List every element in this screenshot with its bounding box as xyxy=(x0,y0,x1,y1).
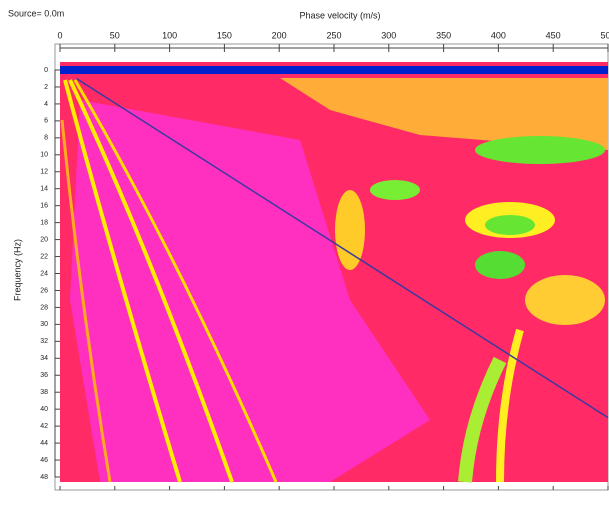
image-streak xyxy=(60,119,112,483)
y-tick-label: 40 xyxy=(40,406,48,413)
x-tick-label: 400 xyxy=(491,30,506,40)
y-tick-label: 34 xyxy=(40,355,48,362)
image-streak xyxy=(496,328,524,483)
image-streak xyxy=(458,356,507,483)
y-tick-label: 6 xyxy=(44,118,48,125)
y-tick-label: 16 xyxy=(40,203,48,210)
x-tick-label: 500 xyxy=(600,30,609,40)
y-tick-label: 48 xyxy=(40,474,48,481)
y-tick-label: 18 xyxy=(40,219,48,226)
y-tick-label: 14 xyxy=(40,186,48,193)
y-tick-label: 4 xyxy=(44,101,48,108)
image-region xyxy=(475,136,605,164)
y-tick-label: 30 xyxy=(40,321,48,328)
y-tick-label: 36 xyxy=(40,372,48,379)
y-tick-label: 10 xyxy=(40,152,48,159)
y-tick-label: 0 xyxy=(44,67,48,74)
image-band xyxy=(60,66,608,74)
y-tick-label: 46 xyxy=(40,457,48,464)
y-tick-label: 42 xyxy=(40,423,48,430)
x-tick-label: 200 xyxy=(272,30,287,40)
y-tick-label: 22 xyxy=(40,253,48,260)
y-tick-label: 24 xyxy=(40,270,48,277)
x-tick-label: 50 xyxy=(110,30,120,40)
image-region xyxy=(335,190,365,270)
image-region xyxy=(525,275,605,325)
image-region xyxy=(485,215,535,235)
x-tick-label: 0 xyxy=(57,30,62,40)
y-tick-label: 28 xyxy=(40,304,48,311)
y-axis-label: Frequency (Hz) xyxy=(12,239,22,301)
x-tick-label: 150 xyxy=(217,30,232,40)
image-region xyxy=(280,78,608,150)
x-tick-label: 300 xyxy=(381,30,396,40)
image-streak xyxy=(63,79,182,483)
image-streak xyxy=(68,79,234,483)
image-region xyxy=(475,251,525,279)
x-axis-label: Phase velocity (m/s) xyxy=(299,10,380,20)
x-tick-label: 450 xyxy=(546,30,561,40)
x-tick-label: 250 xyxy=(326,30,341,40)
y-tick-label: 2 xyxy=(44,84,48,91)
dispersion-image xyxy=(60,62,608,483)
chart-title: Source= 0.0m xyxy=(8,8,64,18)
y-tick-label: 32 xyxy=(40,338,48,345)
image-region xyxy=(370,180,420,200)
y-tick-label: 44 xyxy=(40,440,48,447)
y-tick-label: 12 xyxy=(40,169,48,176)
image-region xyxy=(70,100,430,482)
series-line xyxy=(76,77,609,419)
y-tick-label: 20 xyxy=(40,236,48,243)
y-tick-label: 38 xyxy=(40,389,48,396)
y-tick-label: 8 xyxy=(44,135,48,142)
y-tick-label: 26 xyxy=(40,287,48,294)
x-tick-label: 100 xyxy=(162,30,177,40)
x-tick-label: 350 xyxy=(436,30,451,40)
image-streak xyxy=(73,79,278,483)
